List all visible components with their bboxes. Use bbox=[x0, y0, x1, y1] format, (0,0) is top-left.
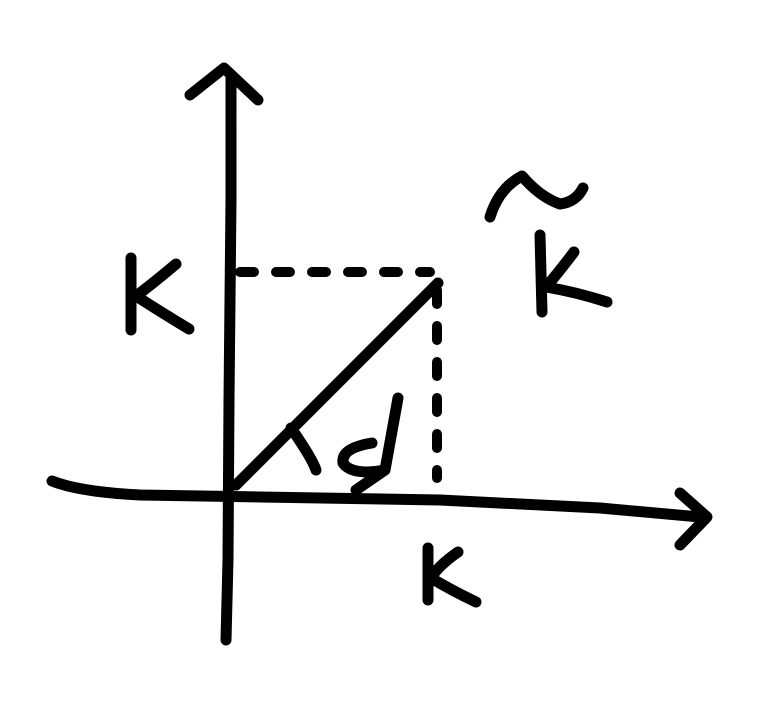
vector-line bbox=[230, 277, 444, 491]
angle-marker bbox=[285, 392, 404, 496]
x-axis bbox=[46, 475, 713, 551]
y-axis bbox=[184, 62, 264, 646]
phi-symbol bbox=[337, 392, 404, 496]
tilde-accent bbox=[484, 170, 589, 223]
x-component-label bbox=[422, 542, 482, 608]
y-component-label bbox=[125, 252, 195, 336]
vector-label bbox=[484, 170, 613, 318]
